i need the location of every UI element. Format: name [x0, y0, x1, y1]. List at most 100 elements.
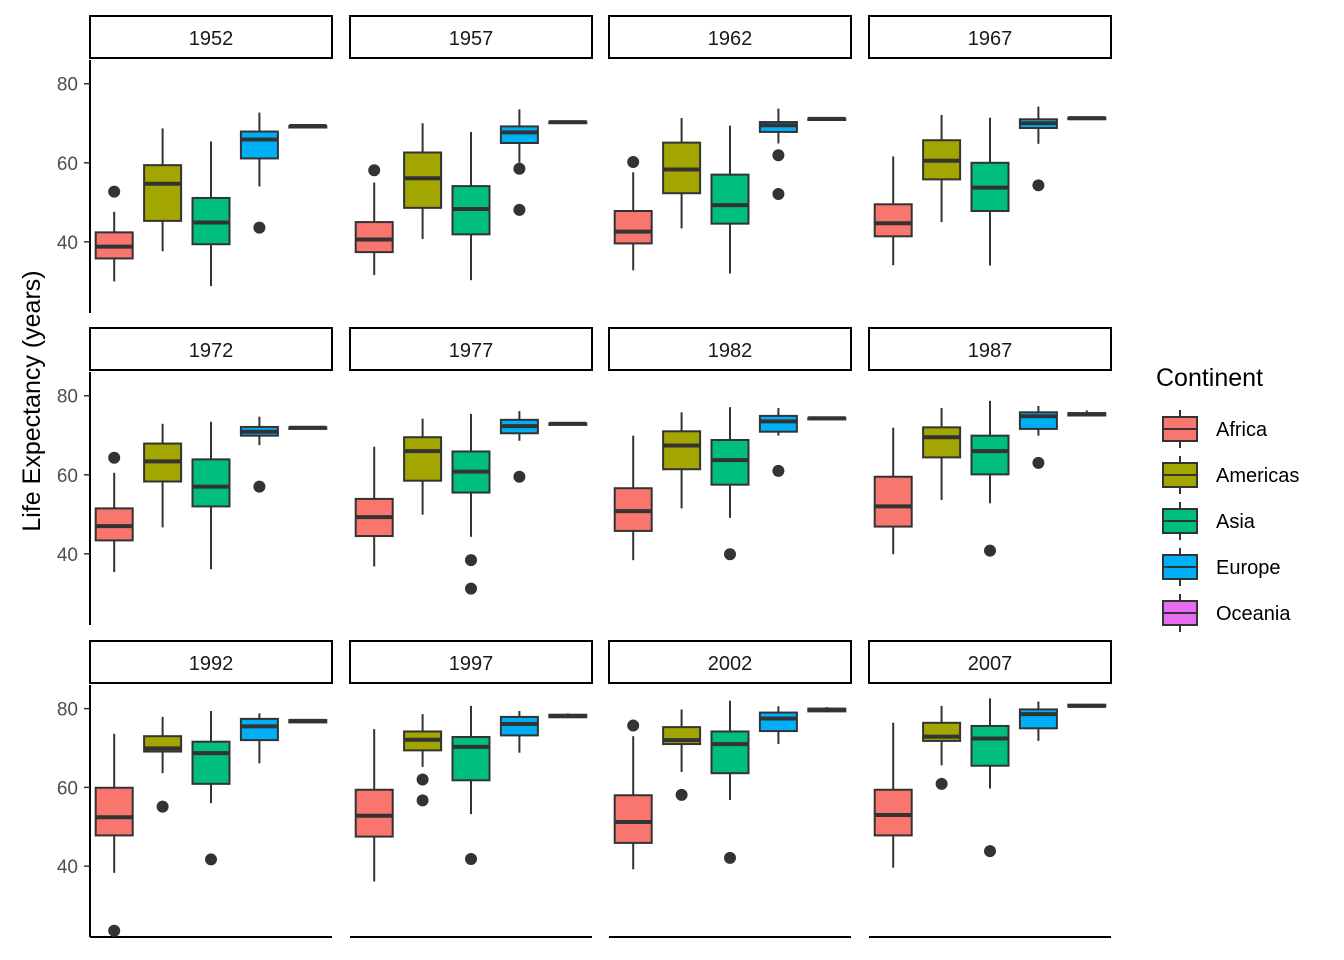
box-asia: [710, 125, 750, 274]
box-body: [499, 715, 539, 737]
facet-strip-label: 1997: [449, 653, 494, 675]
box-oceania: [807, 416, 847, 421]
facet-strip-label: 1987: [968, 340, 1013, 362]
box-asia: [451, 413, 491, 595]
legend-item-oceania: Oceania: [1162, 594, 1291, 632]
box-body: [191, 458, 231, 508]
outlier-point: [772, 149, 785, 162]
facet-panel-1972: 1972 40 60 80: [57, 327, 333, 625]
box-europe: [1018, 405, 1058, 469]
facet-strip: [89, 15, 333, 59]
box-body: [873, 203, 913, 238]
box-oceania: [548, 713, 588, 719]
outlier-point: [253, 480, 266, 493]
box-oceania: [1067, 410, 1107, 417]
box-americas: [662, 118, 702, 229]
box-body: [451, 735, 491, 782]
box-africa: [354, 164, 394, 276]
box-europe: [758, 108, 798, 201]
outlier-point: [513, 162, 526, 175]
box-asia: [710, 407, 750, 561]
outlier-point: [416, 773, 429, 786]
box-body: [662, 430, 702, 471]
box-body: [239, 717, 279, 742]
box-asia: [710, 700, 750, 864]
box-oceania: [288, 124, 328, 129]
facet-strip-label: 1972: [189, 340, 234, 362]
box-asia: [970, 117, 1010, 266]
box-americas: [922, 407, 962, 501]
box-body: [758, 711, 798, 733]
facet-strip-label: 1977: [449, 340, 494, 362]
facet-strip-label: 2002: [708, 653, 753, 675]
box-body: [499, 125, 539, 145]
box-oceania: [1067, 116, 1107, 121]
box-body: [403, 436, 443, 482]
legend: Continent Africa Americas Asia Europe Oceania: [1156, 364, 1299, 632]
box-body: [613, 210, 653, 245]
facet-strip-label: 1952: [189, 28, 234, 50]
legend-label: Europe: [1216, 557, 1281, 579]
box-americas: [143, 423, 183, 528]
legend-label: Americas: [1216, 465, 1299, 487]
y-tick-label: 80: [57, 387, 78, 408]
box-americas: [922, 114, 962, 223]
box-oceania: [807, 116, 847, 122]
box-body: [94, 786, 134, 837]
box-body: [354, 788, 394, 838]
box-europe: [758, 706, 798, 745]
legend-title: Continent: [1156, 364, 1263, 392]
facet-strip: [89, 327, 333, 371]
facet-panel-1957: 1957: [349, 15, 593, 281]
box-europe: [239, 112, 279, 234]
box-europe: [758, 407, 798, 477]
outlier-point: [627, 719, 640, 732]
outlier-point: [108, 185, 121, 198]
box-americas: [143, 128, 183, 252]
facet-strip: [868, 15, 1112, 59]
box-americas: [662, 709, 702, 801]
outlier-point: [465, 582, 477, 595]
facet-strip: [868, 327, 1112, 371]
y-axis-title: Life Expectancy (years): [18, 270, 46, 531]
box-oceania: [288, 425, 328, 430]
outlier-point: [772, 188, 785, 201]
box-oceania: [288, 718, 328, 724]
outlier-point: [772, 464, 785, 477]
box-oceania: [1067, 703, 1107, 708]
facet-panel-2002: 2002: [608, 640, 852, 938]
y-tick-label: 40: [57, 545, 78, 566]
outlier-point: [465, 554, 477, 567]
box-africa: [873, 156, 913, 266]
box-europe: [1018, 701, 1058, 741]
outlier-point: [724, 851, 736, 864]
outlier-point: [675, 788, 688, 801]
box-oceania: [548, 120, 588, 125]
legend-item-africa: Africa: [1162, 410, 1268, 448]
box-oceania: [807, 707, 847, 713]
outlier-point: [513, 470, 526, 483]
box-body: [710, 438, 750, 486]
outlier-point: [156, 800, 169, 813]
box-asia: [970, 698, 1010, 858]
facet-strip: [349, 327, 593, 371]
box-body: [922, 426, 962, 459]
box-africa: [613, 435, 653, 561]
facet-strip-label: 1962: [708, 28, 753, 50]
facet-panel-1962: 1962: [608, 15, 852, 274]
box-africa: [94, 185, 134, 282]
box-europe: [499, 710, 539, 753]
facet-strip-label: 1967: [968, 28, 1013, 50]
outlier-point: [935, 777, 948, 790]
box-asia: [191, 421, 231, 570]
y-tick-label: 60: [57, 466, 78, 487]
y-tick-label: 40: [57, 233, 78, 254]
facet-strip: [349, 15, 593, 59]
facet-panel-1952: 1952 40 60 80: [57, 15, 333, 313]
box-body: [873, 475, 913, 528]
legend-label: Asia: [1216, 511, 1256, 533]
box-europe: [499, 411, 539, 483]
outlier-point: [253, 221, 266, 234]
outlier-point: [1032, 179, 1045, 192]
